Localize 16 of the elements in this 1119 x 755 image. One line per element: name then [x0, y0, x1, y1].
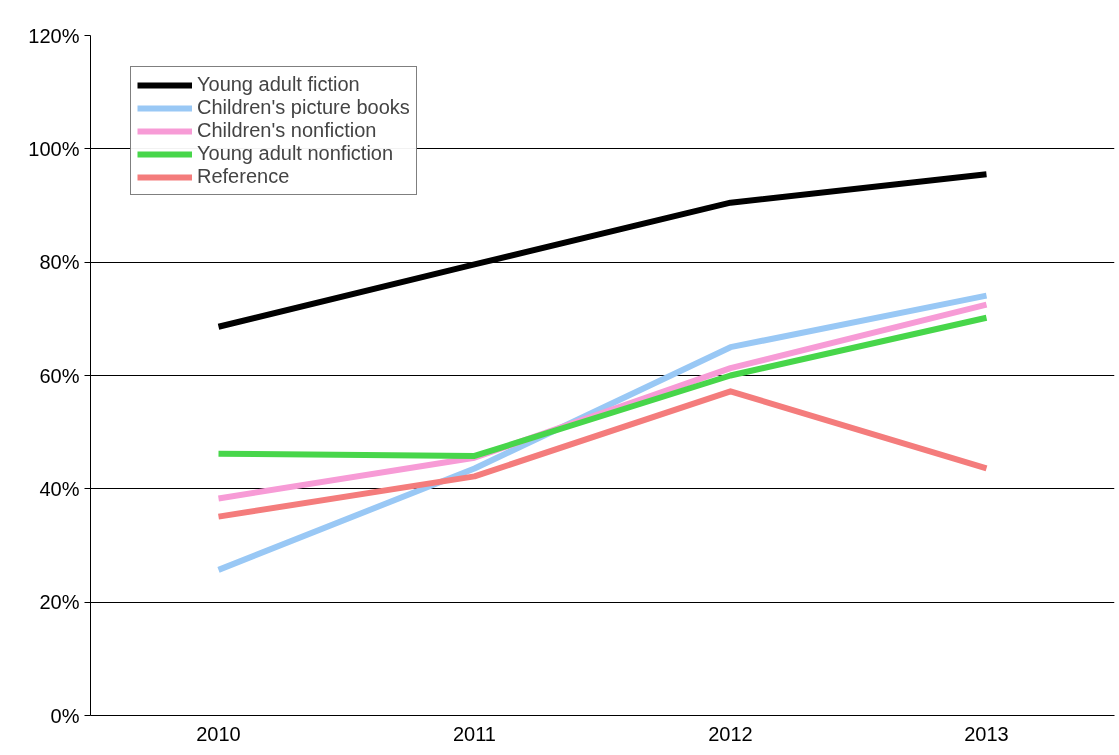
legend-label: Children's nonfiction	[197, 119, 377, 142]
x-tick-label: 2010	[196, 722, 241, 745]
x-tick-label: 2012	[708, 722, 753, 745]
y-tick-label: 20%	[39, 591, 80, 614]
x-tick-label: 2013	[964, 722, 1009, 745]
legend-label: Young adult fiction	[197, 73, 360, 96]
legend-label: Children's picture books	[197, 96, 410, 119]
legend-label: Reference	[197, 165, 290, 188]
y-tick-label: 60%	[39, 364, 80, 387]
y-tick-label: 80%	[39, 251, 80, 274]
y-tick-label: 120%	[28, 24, 80, 47]
y-tick-label: 0%	[50, 704, 80, 727]
x-tick-label: 2011	[453, 722, 497, 745]
y-tick-label: 100%	[28, 137, 80, 160]
legend-label: Young adult nonfiction	[197, 142, 394, 165]
y-tick-label: 40%	[39, 477, 80, 500]
